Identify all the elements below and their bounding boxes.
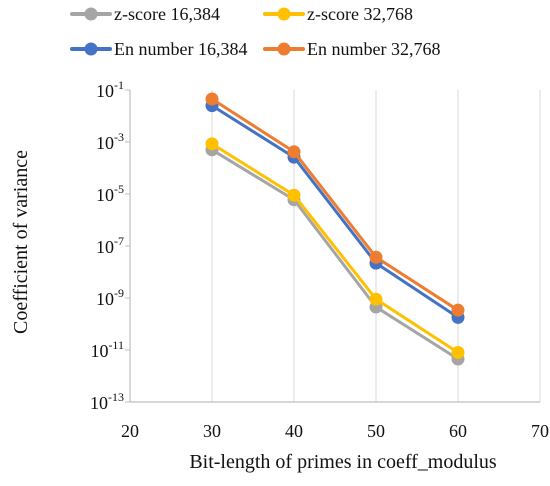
x-tick-label: 50: [367, 421, 385, 441]
legend-item-3: En number 16,384: [70, 39, 247, 59]
legend-label: En number 32,768: [307, 39, 440, 59]
data-point-2-1: [205, 137, 219, 151]
series-line-2: [210, 142, 460, 355]
data-point-2-3: [369, 292, 383, 306]
y-tick-base: 10: [96, 289, 114, 309]
y-tick-exponent: -5: [114, 182, 124, 196]
legend-marker: [277, 42, 291, 56]
y-tick-exponent: -11: [108, 338, 124, 352]
y-tick-exponent: -7: [114, 234, 124, 248]
x-axis-title: Bit-length of primes in coeff_modulus: [189, 451, 497, 473]
legend-item-2: z-score 32,768: [263, 4, 413, 24]
series-line-4: [210, 97, 460, 312]
data-point-4-1: [205, 92, 219, 106]
y-tick-exponent: -9: [114, 286, 124, 300]
y-tick-base: 10: [90, 393, 108, 413]
legend-marker: [84, 7, 98, 21]
y-tick-exponent: -13: [108, 390, 124, 404]
data-point-4-2: [287, 145, 301, 159]
data-point-2-4: [451, 346, 465, 360]
y-tick-exponent: -1: [114, 78, 124, 92]
x-tick-label: 30: [203, 421, 221, 441]
y-tick-label: 10-3: [96, 130, 124, 153]
data-point-4-4: [451, 303, 465, 317]
data-point-4-3: [369, 250, 383, 264]
legend-label: z-score 16,384: [114, 4, 220, 24]
y-tick-base: 10: [96, 81, 114, 101]
y-tick-label: 10-13: [90, 390, 124, 413]
x-tick-label: 40: [285, 421, 303, 441]
x-tick-label: 60: [449, 421, 467, 441]
y-tick-base: 10: [96, 237, 114, 257]
series-line-1: [210, 148, 460, 361]
y-tick-base: 10: [96, 133, 114, 153]
x-tick-label: 70: [531, 421, 549, 441]
data-point-2-2: [287, 188, 301, 202]
x-tick-label: 20: [121, 421, 139, 441]
series-layer: [205, 92, 465, 366]
legend-item-1: z-score 16,384: [70, 4, 220, 24]
series-line-3: [210, 104, 460, 319]
y-tick-label: 10-7: [96, 234, 124, 257]
y-tick-base: 10: [96, 185, 114, 205]
axis-layer: 20 30 40 50 60 7010-110-310-510-710-910-1110-…: [90, 78, 549, 441]
y-axis-title: Coefficient of variance: [10, 150, 32, 334]
legend-marker: [277, 7, 291, 21]
legend-label: En number 16,384: [114, 39, 247, 59]
y-tick-label: 10-9: [96, 286, 124, 309]
y-tick-exponent: -3: [114, 130, 124, 144]
y-tick-label: 10-1: [96, 78, 124, 101]
legend-marker: [84, 42, 98, 56]
y-tick-label: 10-5: [96, 182, 124, 205]
legend-item-4: En number 32,768: [263, 39, 440, 59]
legend-label: z-score 32,768: [307, 4, 413, 24]
y-tick-base: 10: [90, 341, 108, 361]
y-tick-label: 10-11: [90, 338, 124, 361]
legend: z-score 16,384 z-score 32,768 En number 16…: [70, 4, 440, 59]
